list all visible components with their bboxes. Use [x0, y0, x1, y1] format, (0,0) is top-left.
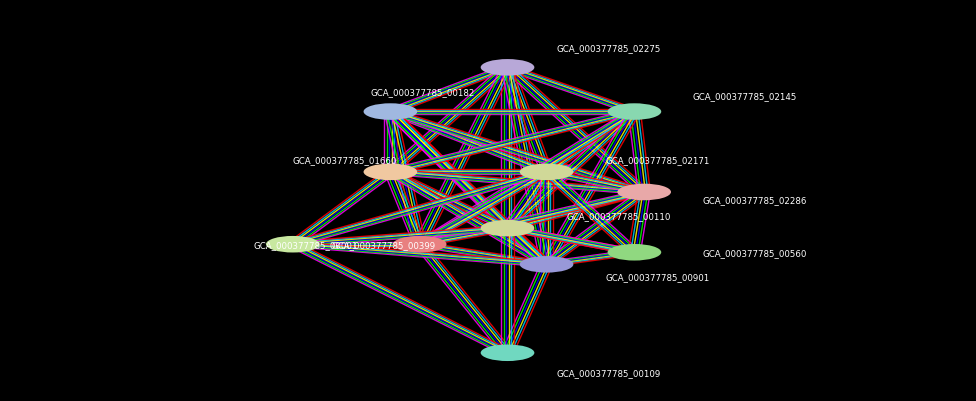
Text: GCA_000377785_00182: GCA_000377785_00182	[371, 88, 475, 97]
Ellipse shape	[364, 104, 418, 121]
Text: GCA_000377785_00399: GCA_000377785_00399	[332, 240, 436, 249]
Ellipse shape	[520, 256, 574, 273]
Text: GCA_000377785_02171: GCA_000377785_02171	[605, 156, 710, 165]
Ellipse shape	[481, 220, 535, 237]
Ellipse shape	[607, 244, 662, 261]
Ellipse shape	[618, 184, 671, 201]
Text: GCA_000377785_02145: GCA_000377785_02145	[693, 92, 797, 101]
Text: GCA_000377785_00001: GCA_000377785_00001	[254, 240, 358, 249]
Text: GCA_000377785_00109: GCA_000377785_00109	[556, 369, 661, 377]
Text: GCA_000377785_02286: GCA_000377785_02286	[703, 196, 807, 205]
Text: GCA_000377785_00560: GCA_000377785_00560	[703, 248, 807, 257]
Text: GCA_000377785_01660: GCA_000377785_01660	[293, 156, 397, 165]
Text: GCA_000377785_00901: GCA_000377785_00901	[605, 272, 710, 281]
Ellipse shape	[393, 236, 447, 253]
Text: GCA_000377785_00110: GCA_000377785_00110	[566, 212, 671, 221]
Text: GCA_000377785_02275: GCA_000377785_02275	[556, 44, 661, 53]
Ellipse shape	[364, 164, 418, 181]
Ellipse shape	[520, 164, 574, 181]
Ellipse shape	[266, 236, 320, 253]
Ellipse shape	[607, 104, 662, 121]
Ellipse shape	[481, 60, 535, 77]
Ellipse shape	[481, 344, 535, 361]
